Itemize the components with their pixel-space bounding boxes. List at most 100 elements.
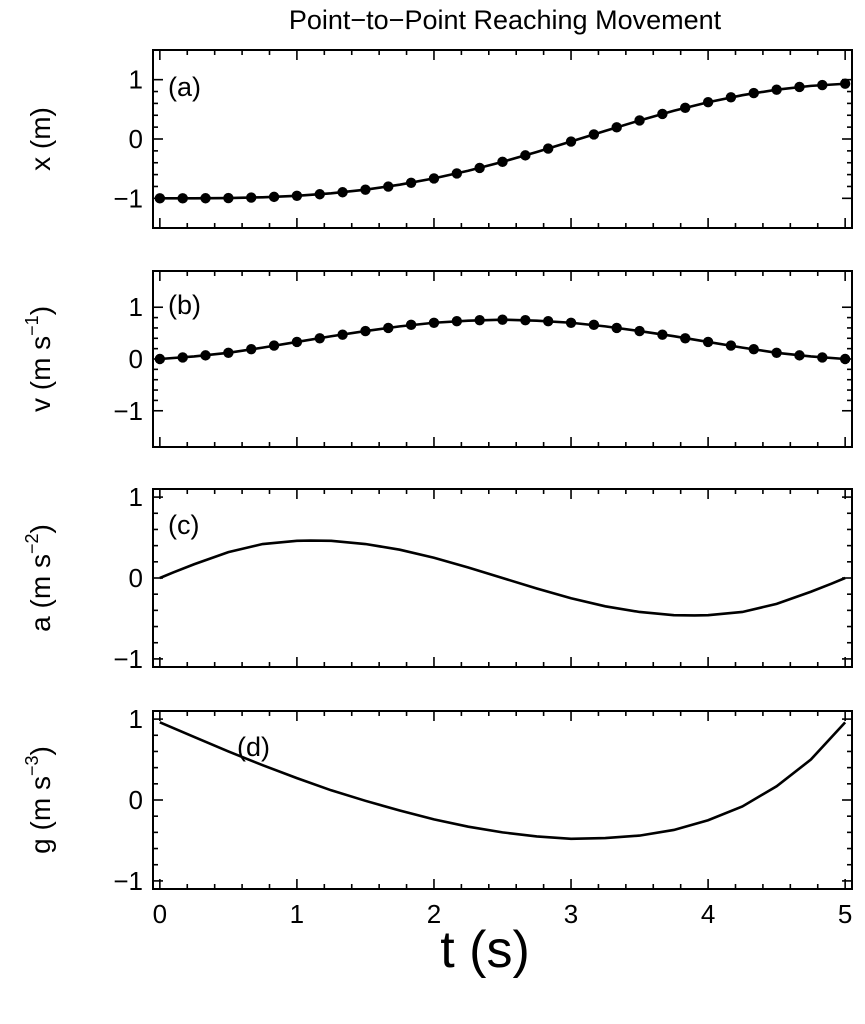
data-point-v xyxy=(405,319,417,331)
y-tick-label: 0 xyxy=(129,563,143,593)
data-point-x xyxy=(337,187,348,198)
data-point-v xyxy=(291,336,303,348)
panel-g: −1 0 1 g (m s−3) (d) 0 1 2 3 4 5 xyxy=(22,704,853,929)
data-point-v xyxy=(200,350,211,361)
y-tick-label: −1 xyxy=(113,183,143,213)
data-point-v xyxy=(177,352,188,363)
y-tick-label: −1 xyxy=(113,396,143,426)
chart-title: Point−to−Point Reaching Movement xyxy=(289,5,722,35)
data-point-x xyxy=(360,184,371,195)
data-point-x xyxy=(177,193,188,204)
data-point-v xyxy=(474,314,485,326)
data-point-v xyxy=(657,329,668,340)
data-point-x xyxy=(680,102,691,113)
data-point-x xyxy=(268,191,280,203)
panel-label: (c) xyxy=(168,510,199,540)
x-tick-label: 4 xyxy=(701,899,715,929)
y-tick-label: 0 xyxy=(129,124,143,154)
x-axis-label: t (s) xyxy=(440,921,530,979)
panels: −1 0 1 x (m) (a) −1 0 1 v (m s−1) (b) −1 0 1 a (m s−2… xyxy=(22,49,853,929)
data-point-v xyxy=(817,352,828,363)
x-tick-label: 1 xyxy=(290,899,304,929)
data-point-x xyxy=(474,162,485,174)
y-tick-label: 1 xyxy=(129,65,143,95)
data-point-v xyxy=(725,340,737,351)
data-point-x xyxy=(748,87,759,99)
series-line-g xyxy=(159,721,847,841)
y-axis-label: v (m s−1) xyxy=(22,306,56,412)
panel-label: (d) xyxy=(237,732,270,762)
data-point-x xyxy=(314,189,325,200)
y-axis-label: x (m) xyxy=(25,107,56,171)
panel-v: −1 0 1 v (m s−1) (b) xyxy=(22,270,853,448)
data-point-x xyxy=(771,84,782,95)
data-point-v xyxy=(634,325,645,337)
x-tick-label: 0 xyxy=(153,899,167,929)
data-point-x xyxy=(497,156,508,168)
data-point-x xyxy=(588,129,600,140)
data-point-v xyxy=(428,317,440,328)
data-point-x xyxy=(520,150,531,161)
y-tick-label: −1 xyxy=(113,644,143,674)
data-point-v xyxy=(268,340,280,351)
plot-frame xyxy=(152,49,853,229)
data-point-x xyxy=(542,143,554,154)
data-point-v xyxy=(588,319,600,331)
data-point-v xyxy=(520,314,531,326)
data-point-x xyxy=(154,193,166,204)
data-point-x xyxy=(200,193,211,204)
data-point-x xyxy=(817,79,828,91)
y-axis-label: a (m s−2) xyxy=(22,524,56,632)
data-point-v xyxy=(314,333,325,344)
y-tick-label: 0 xyxy=(129,344,143,374)
data-point-v xyxy=(154,353,166,365)
x-tick-label: 5 xyxy=(838,899,852,929)
data-point-x xyxy=(451,168,463,179)
data-point-v xyxy=(839,353,851,365)
series-line-a xyxy=(159,539,846,617)
data-point-v xyxy=(337,329,348,340)
data-point-x xyxy=(223,192,234,204)
data-point-v xyxy=(383,322,394,334)
series-line-x xyxy=(159,82,846,200)
data-point-v xyxy=(223,347,234,358)
data-point-v xyxy=(702,336,714,348)
data-point-x xyxy=(246,192,257,203)
panel-label: (b) xyxy=(168,290,201,320)
data-point-x xyxy=(405,177,417,188)
series-line-v xyxy=(159,318,846,361)
data-point-x xyxy=(383,181,394,192)
y-tick-label: 0 xyxy=(129,785,143,815)
panel-a: −1 0 1 a (m s−2) (c) xyxy=(22,482,853,674)
x-tick-label: 2 xyxy=(427,899,441,929)
y-tick-label: −1 xyxy=(113,866,143,896)
data-point-v xyxy=(497,314,508,325)
data-point-v xyxy=(680,333,691,344)
data-point-v xyxy=(451,316,463,327)
panel-label: (a) xyxy=(168,72,201,102)
y-axis-label: g (m s−3) xyxy=(22,746,56,854)
data-point-x xyxy=(794,81,805,93)
data-point-v xyxy=(771,347,782,358)
plot-frame xyxy=(152,270,853,448)
y-tick-label: 1 xyxy=(129,292,143,322)
data-point-v xyxy=(794,350,805,361)
x-tick-label: 3 xyxy=(564,899,578,929)
data-point-x xyxy=(725,92,737,103)
data-point-v xyxy=(360,325,371,337)
data-point-v xyxy=(611,322,622,334)
y-tick-label: 1 xyxy=(129,482,143,512)
data-point-v xyxy=(565,317,577,328)
data-point-x xyxy=(611,122,622,133)
panel-x: −1 0 1 x (m) (a) xyxy=(25,49,853,229)
data-point-x xyxy=(702,97,714,108)
data-point-x xyxy=(634,115,645,126)
data-point-x xyxy=(657,108,668,120)
data-point-v xyxy=(542,316,554,327)
data-point-x xyxy=(291,190,303,201)
data-point-v xyxy=(246,343,257,355)
data-point-v xyxy=(748,343,759,355)
data-point-x xyxy=(839,78,851,89)
data-point-x xyxy=(565,136,577,147)
